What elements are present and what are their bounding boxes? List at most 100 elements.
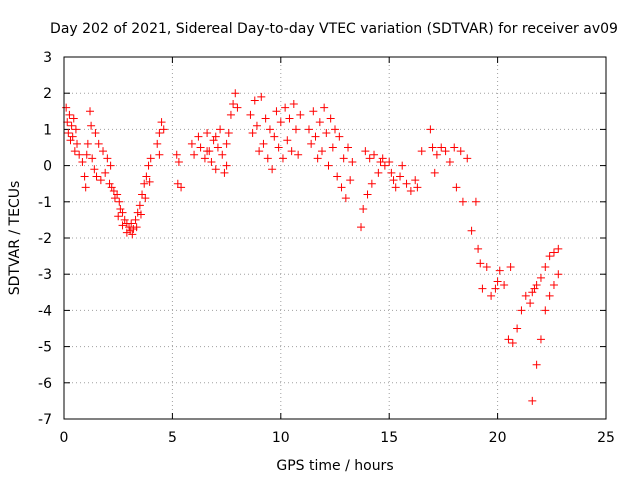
data-point	[268, 165, 277, 174]
data-point	[261, 114, 270, 123]
data-point	[109, 186, 118, 195]
data-point	[190, 150, 199, 159]
data-point	[324, 161, 333, 170]
data-point	[64, 129, 73, 138]
data-point	[391, 183, 400, 192]
data-point	[73, 139, 82, 148]
y-tick-label: 1	[43, 122, 52, 138]
data-point	[276, 118, 285, 127]
x-tick-label: 20	[489, 430, 507, 446]
data-point	[541, 262, 550, 271]
data-point	[118, 221, 127, 230]
data-point	[91, 129, 100, 138]
data-point	[554, 244, 563, 253]
data-point	[90, 165, 99, 174]
data-point	[115, 197, 124, 206]
chart-title: Day 202 of 2021, Sidereal Day-to-day VTE…	[50, 21, 618, 37]
data-point	[285, 114, 294, 123]
data-point	[142, 172, 151, 181]
data-point	[389, 176, 398, 185]
data-point	[132, 223, 141, 232]
data-point	[222, 161, 231, 170]
data-point	[530, 284, 539, 293]
x-tick-label: 5	[168, 430, 177, 446]
data-point	[337, 183, 346, 192]
data-point	[296, 110, 305, 119]
data-point	[87, 121, 96, 130]
data-point	[118, 208, 127, 217]
data-point	[128, 230, 137, 239]
data-point	[456, 147, 465, 156]
data-point	[317, 147, 326, 156]
data-point	[411, 176, 420, 185]
data-point	[146, 154, 155, 163]
x-tick-label: 0	[60, 430, 69, 446]
data-point	[101, 168, 110, 177]
data-point	[367, 179, 376, 188]
data-point	[172, 150, 181, 159]
data-point	[396, 172, 405, 181]
data-point	[508, 338, 517, 347]
data-point	[248, 129, 257, 138]
data-point	[450, 143, 459, 152]
data-point	[233, 103, 242, 112]
data-point	[265, 125, 274, 134]
data-point	[145, 177, 154, 186]
y-tick-labels: -7 -6 -5 -4 -3 -2 -1 0 1 2 3	[38, 50, 52, 428]
data-point	[80, 172, 89, 181]
data-point	[495, 266, 504, 275]
data-point	[194, 132, 203, 141]
data-point	[513, 324, 522, 333]
data-point	[63, 118, 72, 127]
data-point	[274, 143, 283, 152]
data-point	[135, 201, 144, 210]
y-tick-label: -7	[38, 412, 52, 428]
data-point	[224, 129, 233, 138]
data-point	[474, 244, 483, 253]
data-point	[122, 228, 131, 237]
data-point	[103, 154, 112, 163]
data-point	[417, 147, 426, 156]
data-point	[445, 157, 454, 166]
data-point	[536, 335, 545, 344]
data-point	[493, 277, 502, 286]
data-point	[218, 150, 227, 159]
data-point	[92, 172, 101, 181]
data-point	[220, 168, 229, 177]
data-point	[140, 179, 149, 188]
y-tick-label: -4	[38, 303, 52, 319]
data-point	[365, 154, 374, 163]
data-point	[272, 107, 281, 116]
data-point	[116, 205, 125, 214]
data-point	[141, 194, 150, 203]
data-point	[532, 360, 541, 369]
data-point	[311, 132, 320, 141]
data-point	[322, 129, 331, 138]
data-point	[71, 125, 80, 134]
data-point	[263, 154, 272, 163]
data-point	[359, 205, 368, 214]
data-point	[159, 125, 168, 134]
data-point	[110, 194, 119, 203]
data-series	[62, 89, 563, 405]
data-point	[413, 183, 422, 192]
data-point	[309, 107, 318, 116]
data-point	[278, 154, 287, 163]
x-tick-label: 10	[272, 430, 290, 446]
data-point	[387, 168, 396, 177]
data-point	[259, 139, 268, 148]
data-point	[378, 154, 387, 163]
data-point	[222, 139, 231, 148]
data-point	[294, 150, 303, 159]
data-point	[213, 143, 222, 152]
data-point	[320, 103, 329, 112]
data-point	[304, 125, 313, 134]
data-point	[428, 143, 437, 152]
data-point	[526, 299, 535, 308]
data-point	[155, 129, 164, 138]
data-point	[289, 100, 298, 109]
data-point	[174, 157, 183, 166]
data-point	[68, 132, 77, 141]
data-point	[432, 150, 441, 159]
